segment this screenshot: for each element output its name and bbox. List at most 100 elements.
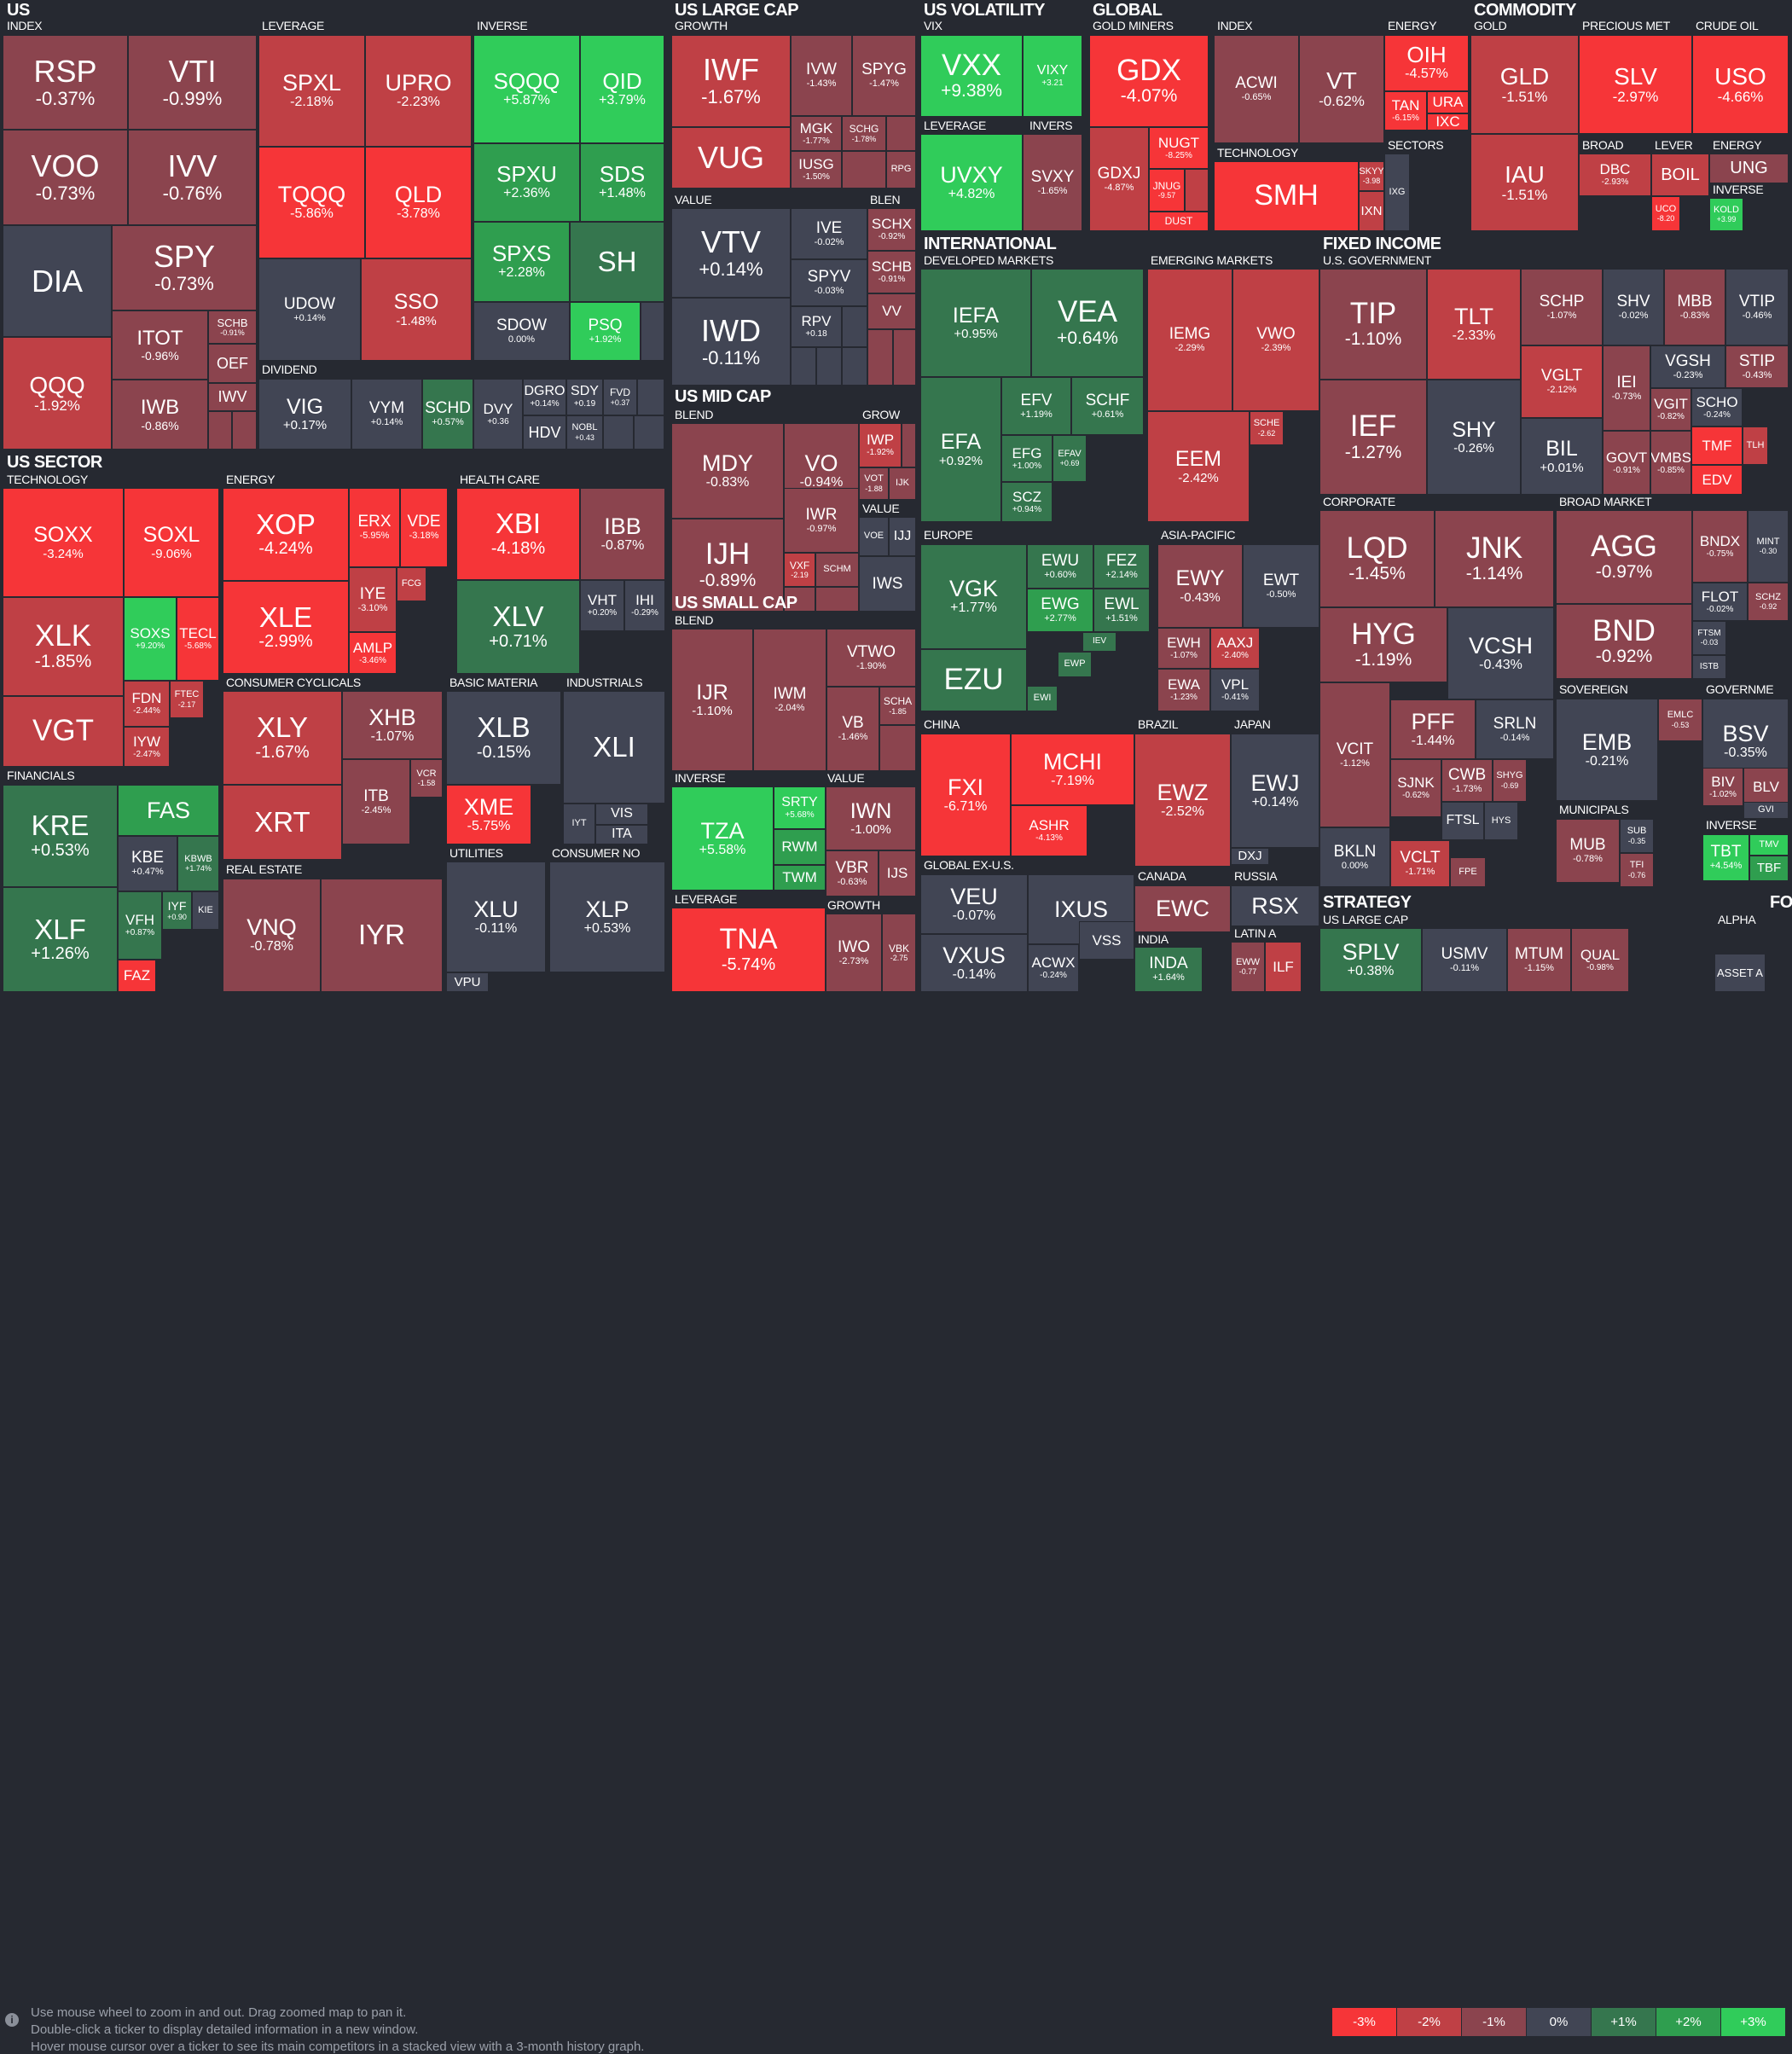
ticker-gdx[interactable]: GDX -4.07% bbox=[1089, 35, 1209, 127]
ticker-iwr[interactable]: IWR -0.97% bbox=[784, 488, 859, 553]
ticker-ilf[interactable]: ILF bbox=[1265, 942, 1302, 992]
ticker-sche[interactable]: SCHE -2.62 bbox=[1250, 411, 1284, 445]
ticker-ijj[interactable]: IJJ bbox=[889, 517, 916, 556]
ticker-vxf[interactable]: VXF -2.19 bbox=[784, 553, 815, 587]
ticker-mint[interactable]: MINT -0.30 bbox=[1748, 510, 1789, 583]
ticker-dxj[interactable]: DXJ bbox=[1231, 848, 1269, 865]
ticker-nobl[interactable]: NOBL +0.43 bbox=[566, 415, 603, 450]
ticker-stip[interactable]: STIP -0.43% bbox=[1725, 345, 1789, 388]
etf-heatmap[interactable]: RSP -0.37% VTI -0.99% VOO -0.73% IVV -0.76% DIA S… bbox=[0, 0, 1792, 994]
ticker-iau[interactable]: IAU -1.51% bbox=[1470, 134, 1579, 231]
ticker-vug[interactable]: VUG bbox=[671, 127, 791, 189]
ticker-ivv[interactable]: IVV -0.76% bbox=[128, 130, 257, 225]
ticker-tile[interactable] bbox=[637, 379, 664, 415]
ticker-govt[interactable]: GOVT -0.91% bbox=[1603, 431, 1650, 495]
ticker-asset-a[interactable]: ASSET A bbox=[1714, 954, 1766, 992]
ticker-spy[interactable]: SPY -0.73% bbox=[112, 225, 257, 310]
ticker-slv[interactable]: SLV -2.97% bbox=[1579, 35, 1692, 134]
ticker-vfh[interactable]: VFH +0.87% bbox=[118, 891, 162, 960]
ticker-iwm[interactable]: IWM -2.04% bbox=[753, 629, 826, 771]
ticker-tile[interactable] bbox=[879, 725, 916, 771]
ticker-vnq[interactable]: VNQ -0.78% bbox=[223, 879, 321, 992]
ticker-ewl[interactable]: EWL +1.51% bbox=[1093, 589, 1150, 632]
ticker-scha[interactable]: SCHA -1.85 bbox=[879, 687, 916, 725]
ticker-vpu[interactable]: VPU bbox=[446, 972, 489, 992]
ticker-voo[interactable]: VOO -0.73% bbox=[3, 130, 128, 225]
ticker-dia[interactable]: DIA bbox=[3, 225, 112, 337]
ticker-tmv[interactable]: TMV bbox=[1749, 834, 1789, 856]
ticker-fvd[interactable]: FVD +0.37 bbox=[603, 379, 637, 415]
ticker-schb[interactable]: SCHB -0.91% bbox=[867, 251, 916, 293]
ticker-xlp[interactable]: XLP +0.53% bbox=[549, 862, 665, 972]
ticker-vbk[interactable]: VBK -2.75 bbox=[882, 914, 916, 992]
ticker-ewg[interactable]: EWG +2.77% bbox=[1027, 589, 1093, 632]
ticker-sqqq[interactable]: SQQQ +5.87% bbox=[473, 35, 580, 143]
ticker-tile[interactable] bbox=[1185, 169, 1209, 212]
ticker-ewp[interactable]: EWP bbox=[1058, 652, 1092, 677]
ticker-hdv[interactable]: HDV bbox=[523, 415, 566, 450]
ticker-schg[interactable]: SCHG -1.78% bbox=[842, 116, 886, 151]
ticker-xrt[interactable]: XRT bbox=[223, 785, 342, 860]
ticker-scz[interactable]: SCZ +0.94% bbox=[1001, 482, 1053, 522]
ticker-uvxy[interactable]: UVXY +4.82% bbox=[920, 134, 1023, 231]
ticker-fcg[interactable]: FCG bbox=[397, 567, 426, 601]
ticker-sdy[interactable]: SDY +0.19 bbox=[566, 379, 603, 415]
ticker-shyg[interactable]: SHYG -0.69 bbox=[1493, 759, 1527, 802]
ticker-tip[interactable]: TIP -1.10% bbox=[1319, 269, 1427, 380]
ticker-oef[interactable]: OEF bbox=[208, 344, 257, 383]
ticker-efav[interactable]: EFAV +0.69 bbox=[1053, 435, 1087, 482]
ticker-gld[interactable]: GLD -1.51% bbox=[1470, 35, 1579, 134]
ticker-ief[interactable]: IEF -1.27% bbox=[1319, 380, 1427, 495]
ticker-ijr[interactable]: IJR -1.10% bbox=[671, 629, 753, 771]
ticker-ewu[interactable]: EWU +0.60% bbox=[1027, 544, 1093, 589]
ticker-dgro[interactable]: DGRO +0.14% bbox=[523, 379, 566, 415]
ticker-vss[interactable]: VSS bbox=[1079, 921, 1134, 960]
ticker-iei[interactable]: IEI -0.73% bbox=[1603, 345, 1650, 431]
ticker-tile[interactable] bbox=[893, 329, 916, 386]
ticker-xlk[interactable]: XLK -1.85% bbox=[3, 597, 124, 696]
ticker-hyg[interactable]: HYG -1.19% bbox=[1319, 607, 1447, 682]
ticker-vgit[interactable]: VGIT -0.82% bbox=[1650, 388, 1691, 431]
ticker-soxl[interactable]: SOXL -9.06% bbox=[124, 488, 219, 597]
ticker-xli[interactable]: XLI bbox=[563, 691, 665, 804]
ticker-efg[interactable]: EFG +1.00% bbox=[1001, 435, 1053, 482]
ticker-fdn[interactable]: FDN -2.44% bbox=[124, 681, 170, 727]
ticker-tile[interactable] bbox=[791, 347, 816, 386]
ticker-erx[interactable]: ERX -5.95% bbox=[349, 488, 400, 567]
ticker-spxs[interactable]: SPXS +2.28% bbox=[473, 222, 570, 302]
ticker-ive[interactable]: IVE -0.02% bbox=[791, 208, 867, 259]
ticker-xle[interactable]: XLE -2.99% bbox=[223, 581, 349, 674]
ticker-vtip[interactable]: VTIP -0.46% bbox=[1725, 269, 1789, 345]
ticker-twm[interactable]: TWM bbox=[774, 865, 826, 891]
ticker-ewa[interactable]: EWA -1.23% bbox=[1157, 669, 1210, 711]
ticker-xme[interactable]: XME -5.75% bbox=[446, 785, 531, 844]
ticker-iyr[interactable]: IYR bbox=[321, 879, 443, 992]
ticker-tecl[interactable]: TECL -5.68% bbox=[177, 597, 219, 681]
ticker-bndx[interactable]: BNDX -0.75% bbox=[1692, 510, 1748, 583]
ticker-ita[interactable]: ITA bbox=[595, 825, 648, 844]
ticker-flot[interactable]: FLOT -0.02% bbox=[1692, 583, 1748, 621]
ticker-vea[interactable]: VEA +0.64% bbox=[1031, 269, 1144, 377]
ticker-tqqq[interactable]: TQQQ -5.86% bbox=[258, 147, 365, 258]
ticker-inda[interactable]: INDA +1.64% bbox=[1134, 947, 1203, 992]
ticker-fez[interactable]: FEZ +2.14% bbox=[1093, 544, 1150, 589]
ticker-vtwo[interactable]: VTWO -1.90% bbox=[826, 629, 916, 687]
ticker-uso[interactable]: USO -4.66% bbox=[1692, 35, 1789, 134]
ticker-rsx[interactable]: RSX bbox=[1231, 885, 1319, 926]
ticker-vti[interactable]: VTI -0.99% bbox=[128, 35, 257, 130]
ticker-edv[interactable]: EDV bbox=[1691, 465, 1743, 495]
ticker-vde[interactable]: VDE -3.18% bbox=[400, 488, 448, 567]
ticker-bil[interactable]: BIL +0.01% bbox=[1521, 418, 1603, 495]
ticker-rpg[interactable]: RPG bbox=[886, 151, 916, 189]
ticker-ezu[interactable]: EZU bbox=[920, 649, 1027, 711]
ticker-oih[interactable]: OIH -4.57% bbox=[1384, 35, 1469, 91]
ticker-iwv[interactable]: IWV bbox=[208, 383, 257, 411]
ticker-sub[interactable]: SUB -0.35 bbox=[1620, 819, 1654, 853]
ticker-vcsh[interactable]: VCSH -0.43% bbox=[1447, 607, 1554, 699]
ticker-schm[interactable]: SCHM bbox=[815, 553, 859, 587]
ticker-vt[interactable]: VT -0.62% bbox=[1299, 35, 1384, 143]
ticker-ixn[interactable]: IXN bbox=[1359, 191, 1384, 231]
ticker-ewj[interactable]: EWJ +0.14% bbox=[1231, 734, 1319, 848]
ticker-tna[interactable]: TNA -5.74% bbox=[671, 908, 826, 992]
ticker-mchi[interactable]: MCHI -7.19% bbox=[1011, 734, 1134, 805]
